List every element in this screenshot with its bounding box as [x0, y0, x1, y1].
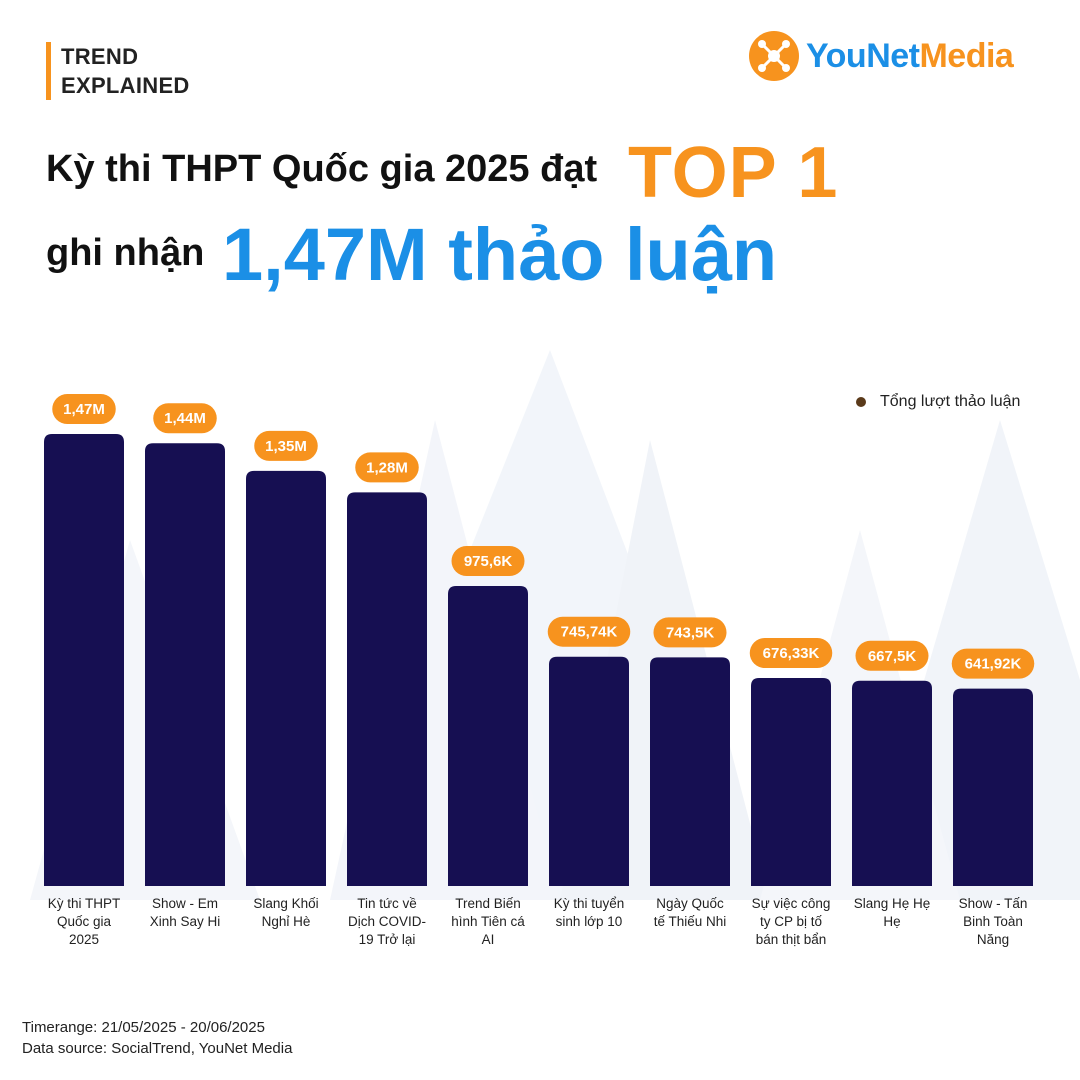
data-label: 676,33K	[763, 645, 820, 662]
timerange-text: Timerange: 21/05/2025 - 20/06/2025	[22, 1019, 265, 1036]
value-label-bg	[355, 452, 419, 483]
category-label: Tin tức về Dịch COVID-19 Trở lại	[348, 896, 426, 947]
category-label: Slang Hẹ Hẹ Hẹ	[854, 896, 931, 929]
category-label: Show - Tấn Binh Toàn Năng	[959, 896, 1028, 947]
data-label: 1,47M	[63, 401, 105, 418]
bar	[852, 680, 932, 886]
headline-discussion-count: 1,47M thảo luận	[222, 213, 778, 296]
logo-mark-icon	[749, 31, 799, 81]
bar	[751, 678, 831, 886]
value-label-bg	[653, 617, 727, 648]
legend-dot-icon	[856, 397, 866, 407]
legend-label: Tổng lượt thảo luận	[880, 393, 1021, 410]
logo-wordmark: YouNetMedia	[806, 36, 1014, 76]
data-label: 1,44M	[164, 410, 206, 427]
bar	[549, 656, 629, 886]
category-label: Sự việc công ty CP bị tố bán thịt bẩn	[752, 896, 831, 947]
bar	[145, 443, 225, 886]
category-label: Kỳ thi THPT Quốc gia 2025	[48, 896, 121, 947]
category-label: Slang Khối Nghỉ Hè	[253, 896, 318, 929]
chart-legend: Tổng lượt thảo luận	[856, 393, 1020, 411]
bar	[347, 492, 427, 886]
bar	[246, 470, 326, 886]
chart-footer: Timerange: 21/05/2025 - 20/06/2025 Data …	[22, 1017, 292, 1059]
value-label-bg	[855, 640, 929, 671]
headline-line-2: ghi nhận	[46, 232, 205, 274]
trend-explained-badge: TREND EXPLAINED	[46, 42, 190, 100]
category-label: Trend Biến hình Tiên cá AI	[451, 896, 525, 947]
category-label: Kỳ thi tuyển sinh lớp 10	[554, 896, 625, 929]
data-source-text: Data source: SocialTrend, YouNet Media	[22, 1040, 293, 1057]
brand-line-2: EXPLAINED	[61, 73, 190, 98]
bar	[44, 434, 124, 886]
value-label-bg	[749, 638, 833, 669]
data-label: 641,92K	[965, 656, 1022, 673]
value-label-bg	[52, 394, 116, 424]
data-label: 975,6K	[464, 553, 513, 570]
data-label: 1,35M	[265, 438, 307, 455]
headline-line-1: Kỳ thi THPT Quốc gia 2025 đạt	[46, 148, 598, 190]
bar	[953, 688, 1033, 886]
value-label-bg	[951, 648, 1035, 679]
data-label: 745,74K	[561, 624, 618, 641]
data-label: 743,5K	[666, 624, 715, 641]
data-label: 1,28M	[366, 459, 408, 476]
logo-you-net: YouNet	[806, 36, 920, 75]
logo-media: Media	[919, 36, 1014, 75]
bar	[650, 657, 730, 886]
younet-media-logo: YouNetMedia	[748, 30, 1014, 82]
bar	[448, 586, 528, 886]
headline-top1: TOP 1	[628, 133, 839, 213]
category-label: Show - Em Xinh Say Hi	[150, 896, 221, 929]
category-label: Ngày Quốc tế Thiếu Nhi	[654, 896, 727, 929]
data-label: 667,5K	[868, 648, 917, 665]
value-label-bg	[451, 546, 525, 577]
value-label-bg	[153, 403, 217, 434]
brand-line-1: TREND	[61, 44, 139, 69]
value-label-bg	[547, 616, 631, 647]
value-label-bg	[254, 430, 318, 461]
